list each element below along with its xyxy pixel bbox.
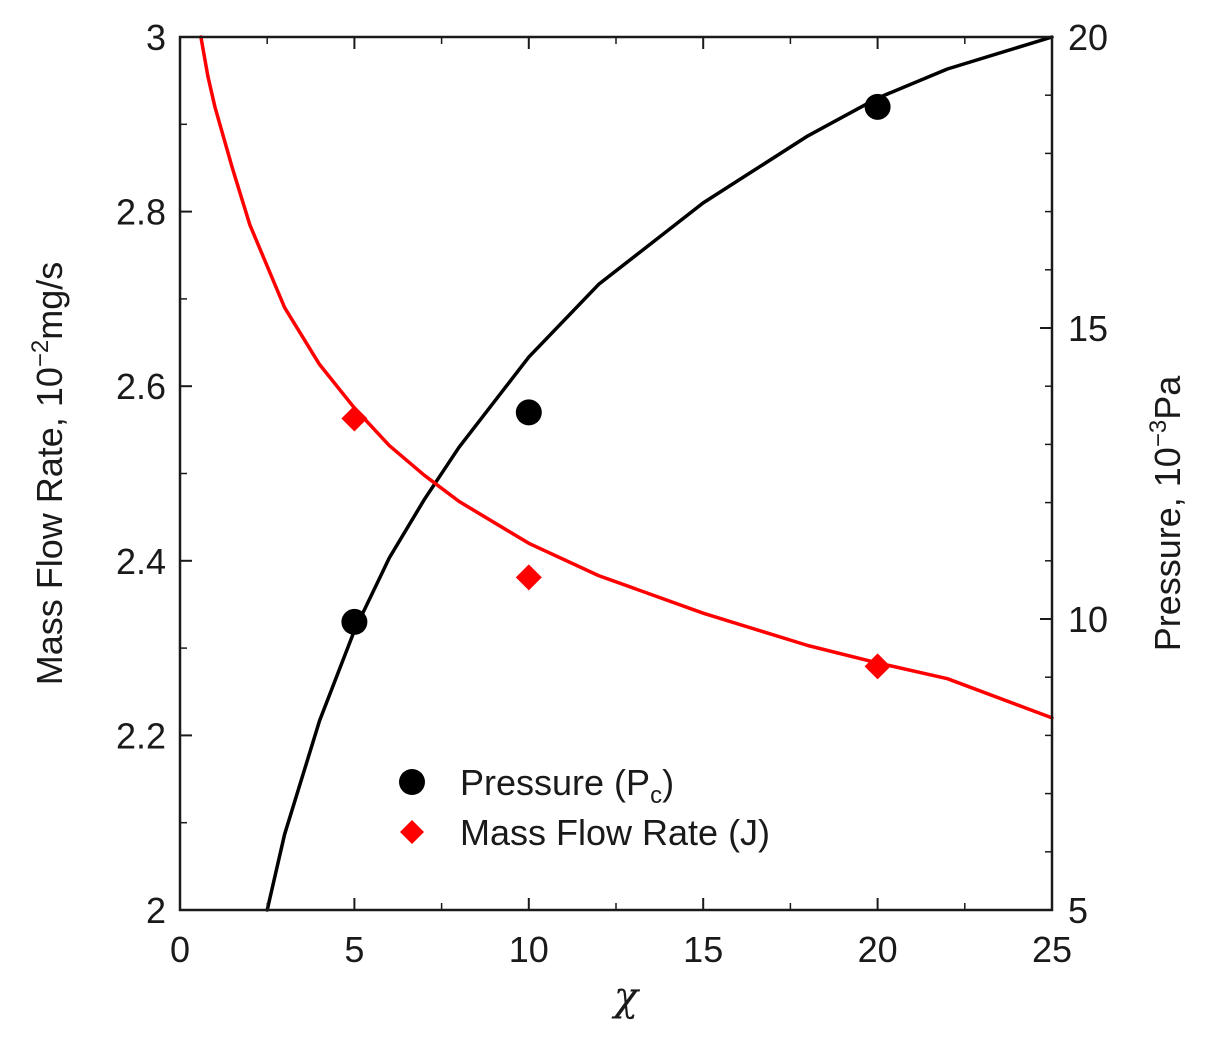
pressure-data-point	[864, 93, 891, 120]
fit-curve-mass-flow-rate	[199, 35, 1054, 720]
legend-marker-pressure	[399, 769, 425, 795]
y-left-tick-label: 2.6	[116, 366, 166, 407]
x-tick-label: 20	[858, 929, 898, 970]
y-left-axis-title: Mass Flow Rate, 10−2mg/s	[27, 262, 70, 686]
y-right-tick-label: 20	[1068, 17, 1108, 58]
mass-flow-rate-data-point	[515, 564, 542, 591]
x-tick-label: 0	[170, 929, 190, 970]
axis-titles: χ Mass Flow Rate, 10−2mg/s Pressure, 10−3P…	[27, 262, 1188, 1020]
y-right-axis-title: Pressure, 10−3Pa	[1145, 375, 1188, 651]
y-right-tick-label: 10	[1068, 599, 1108, 640]
y-left-tick-label: 2	[146, 890, 166, 931]
mass-flow-rate-data-point	[341, 405, 368, 432]
y-left-tick-label: 2.8	[116, 192, 166, 233]
legend-label-mass-flow-rate: Mass Flow Rate (J)	[460, 812, 770, 853]
y-left-tick-label: 2.2	[116, 715, 166, 756]
legend-label-pressure: Pressure (Pc)	[460, 762, 674, 809]
pressure-data-point	[341, 608, 368, 635]
mass-flow-rate-data-point	[864, 653, 891, 680]
y-right-tick-label: 15	[1068, 308, 1108, 349]
legend-marker-mass-flow-rate	[400, 820, 424, 844]
x-tick-label: 15	[683, 929, 723, 970]
fit-curve-pressure	[265, 35, 1054, 912]
x-axis-title: χ	[611, 974, 641, 1020]
x-tick-label: 5	[344, 929, 364, 970]
y-left-tick-label: 2.4	[116, 541, 166, 582]
y-left-tick-label: 3	[146, 17, 166, 58]
y-right-tick-label: 5	[1068, 890, 1088, 931]
x-tick-label: 10	[509, 929, 549, 970]
data-points	[341, 93, 891, 680]
axes: 0 5 10 15 20 25 2 2.2 2.4 2.6 2.8 3 5 10 15 20	[116, 17, 1108, 970]
pressure-data-point	[515, 399, 542, 426]
x-tick-label: 25	[1032, 929, 1072, 970]
legend: Pressure (Pc)Mass Flow Rate (J)	[399, 762, 770, 853]
